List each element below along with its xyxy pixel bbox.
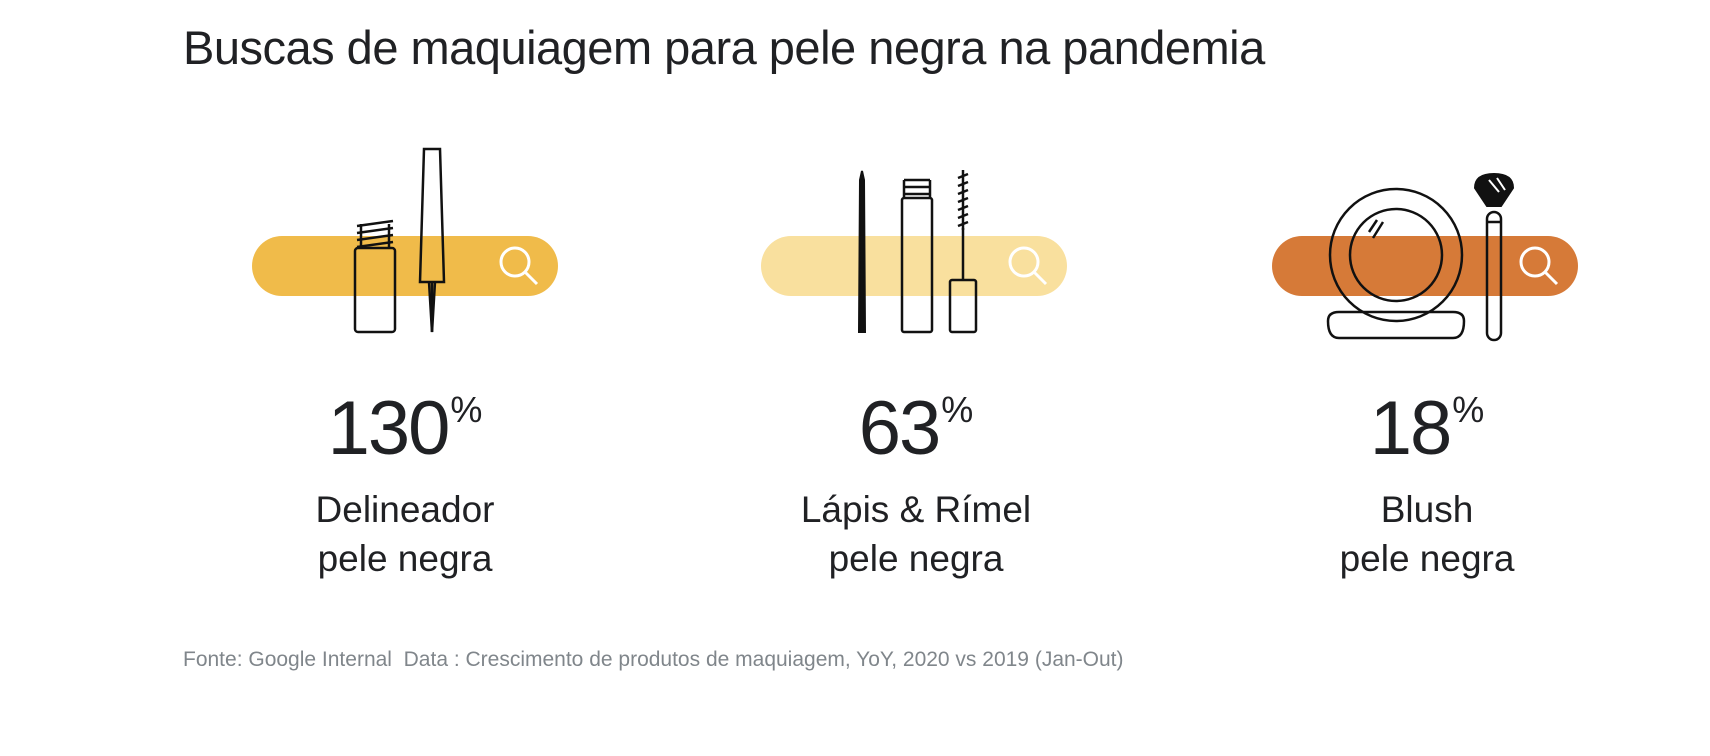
search-icon bbox=[499, 246, 539, 286]
stat-card-blush: 18% Blush pele negra bbox=[1217, 140, 1637, 600]
stat-card-lapis-rimel: 63% Lápis & Rímel pele negra bbox=[706, 140, 1126, 600]
search-icon bbox=[1519, 246, 1559, 286]
search-bar bbox=[761, 236, 1067, 296]
stat-card-delineador: 130% Delineador pele negra bbox=[195, 140, 615, 600]
search-bar bbox=[1272, 236, 1578, 296]
page-title: Buscas de maquiagem para pele negra na p… bbox=[183, 21, 1265, 74]
stat-unit: % bbox=[1452, 389, 1485, 430]
search-bar bbox=[252, 236, 558, 296]
stat-label-line2: pele negra bbox=[828, 538, 1004, 579]
stat-label-line2: pele negra bbox=[1339, 538, 1515, 579]
search-icon bbox=[1008, 246, 1048, 286]
stat-label-line2: pele negra bbox=[317, 538, 493, 579]
stat-label-line1: Delineador bbox=[315, 489, 495, 530]
stat-label-line1: Blush bbox=[1380, 489, 1474, 530]
source-footnote: Fonte: Google Internal Data : Cresciment… bbox=[183, 648, 1124, 671]
stat-label-line1: Lápis & Rímel bbox=[800, 489, 1032, 530]
stat-value: 63 bbox=[858, 386, 942, 471]
stat-unit: % bbox=[450, 389, 483, 430]
pencil-mascara-icon bbox=[761, 170, 1067, 334]
eyeliner-bottle-icon bbox=[252, 147, 558, 334]
stat-unit: % bbox=[941, 389, 974, 430]
blush-compact-brush-icon bbox=[1272, 172, 1578, 342]
stat-value: 18 bbox=[1369, 386, 1453, 471]
stat-value: 130 bbox=[327, 386, 451, 471]
